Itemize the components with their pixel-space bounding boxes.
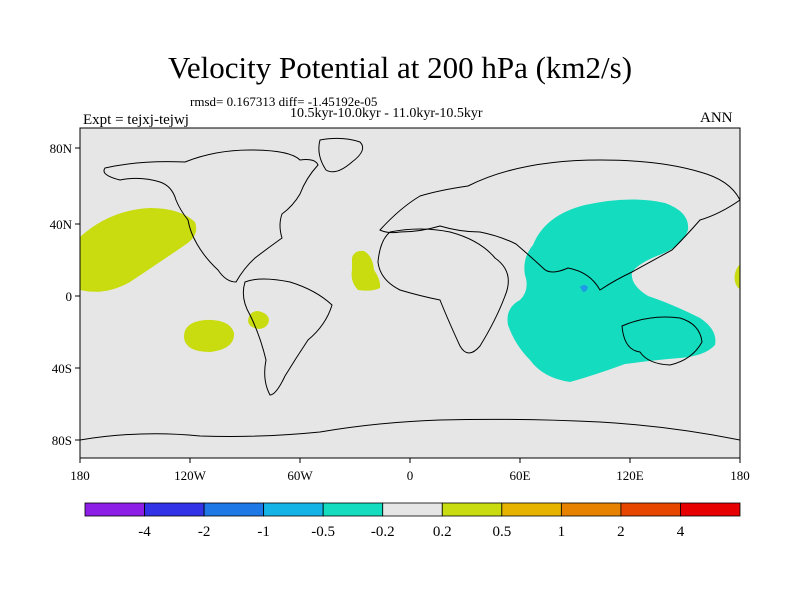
colorbar-label: 0.5 bbox=[492, 524, 511, 540]
colorbar-swatch bbox=[322, 502, 384, 517]
colorbar-swatch bbox=[441, 502, 503, 517]
colorbar-swatch bbox=[203, 502, 265, 517]
colorbar-swatch bbox=[680, 502, 741, 517]
x-tick-label: 120W bbox=[174, 468, 207, 483]
y-tick-label: 80N bbox=[50, 141, 73, 156]
colorbar-label: 4 bbox=[677, 524, 685, 540]
positive-anomaly-north-pacific bbox=[80, 208, 197, 292]
positive-anomaly-south-pacific bbox=[183, 319, 235, 352]
colorbar-label: -0.5 bbox=[311, 524, 335, 540]
x-tick-label: 60W bbox=[287, 468, 313, 483]
positive-anomaly-date-line bbox=[734, 264, 740, 289]
coastlines bbox=[80, 137, 740, 441]
x-tick-label: 120E bbox=[616, 468, 644, 483]
y-axis: 80N 40N 0 40S 80S bbox=[50, 141, 80, 448]
colorbar-swatch bbox=[501, 502, 562, 517]
season-label: ANN bbox=[700, 110, 733, 126]
colorbar-swatch bbox=[84, 502, 145, 517]
colorbar-label: 1 bbox=[558, 524, 566, 540]
colorbar-label: 0.2 bbox=[433, 524, 452, 540]
x-tick-label: 180 bbox=[730, 468, 750, 483]
negative-anomaly-core bbox=[580, 285, 588, 292]
positive-anomaly-tropical-atlantic bbox=[351, 250, 381, 291]
y-tick-label: 40N bbox=[50, 217, 73, 232]
colorbar-label: -0.2 bbox=[371, 524, 395, 540]
stats-line: rmsd= 0.167313 diff= -1.45192e-05 bbox=[190, 94, 378, 109]
colorbar-label: -4 bbox=[138, 524, 151, 540]
colorbar-swatch bbox=[560, 502, 622, 517]
y-tick-label: 40S bbox=[52, 361, 72, 376]
colorbar-swatch bbox=[382, 502, 443, 517]
colorbar-label: 2 bbox=[617, 524, 625, 540]
subtitle: 10.5kyr-10.0kyr - 11.0kyr-10.5kyr bbox=[290, 106, 483, 121]
colorbar: -4 -2 -1 -0.5 -0.2 0.2 0.5 1 2 4 bbox=[84, 502, 741, 540]
negative-anomaly-indo-pacific bbox=[507, 199, 716, 382]
experiment-label: Expt = tejxj-tejwj bbox=[83, 112, 189, 128]
colorbar-label: -2 bbox=[198, 524, 211, 540]
colorbar-swatch bbox=[620, 502, 681, 517]
x-tick-label: 180 bbox=[70, 468, 90, 483]
colorbar-swatch bbox=[144, 502, 205, 517]
colorbar-swatch bbox=[263, 502, 324, 517]
y-tick-label: 0 bbox=[66, 289, 73, 304]
colorbar-label: -1 bbox=[257, 524, 270, 540]
y-tick-label: 80S bbox=[52, 433, 72, 448]
x-axis: 180 120W 60W 0 60E 120E 180 bbox=[70, 458, 750, 483]
x-tick-label: 0 bbox=[407, 468, 414, 483]
positive-anomaly-peru bbox=[248, 311, 269, 329]
x-tick-label: 60E bbox=[510, 468, 531, 483]
map-title: Velocity Potential at 200 hPa (km2/s) bbox=[167, 50, 633, 85]
